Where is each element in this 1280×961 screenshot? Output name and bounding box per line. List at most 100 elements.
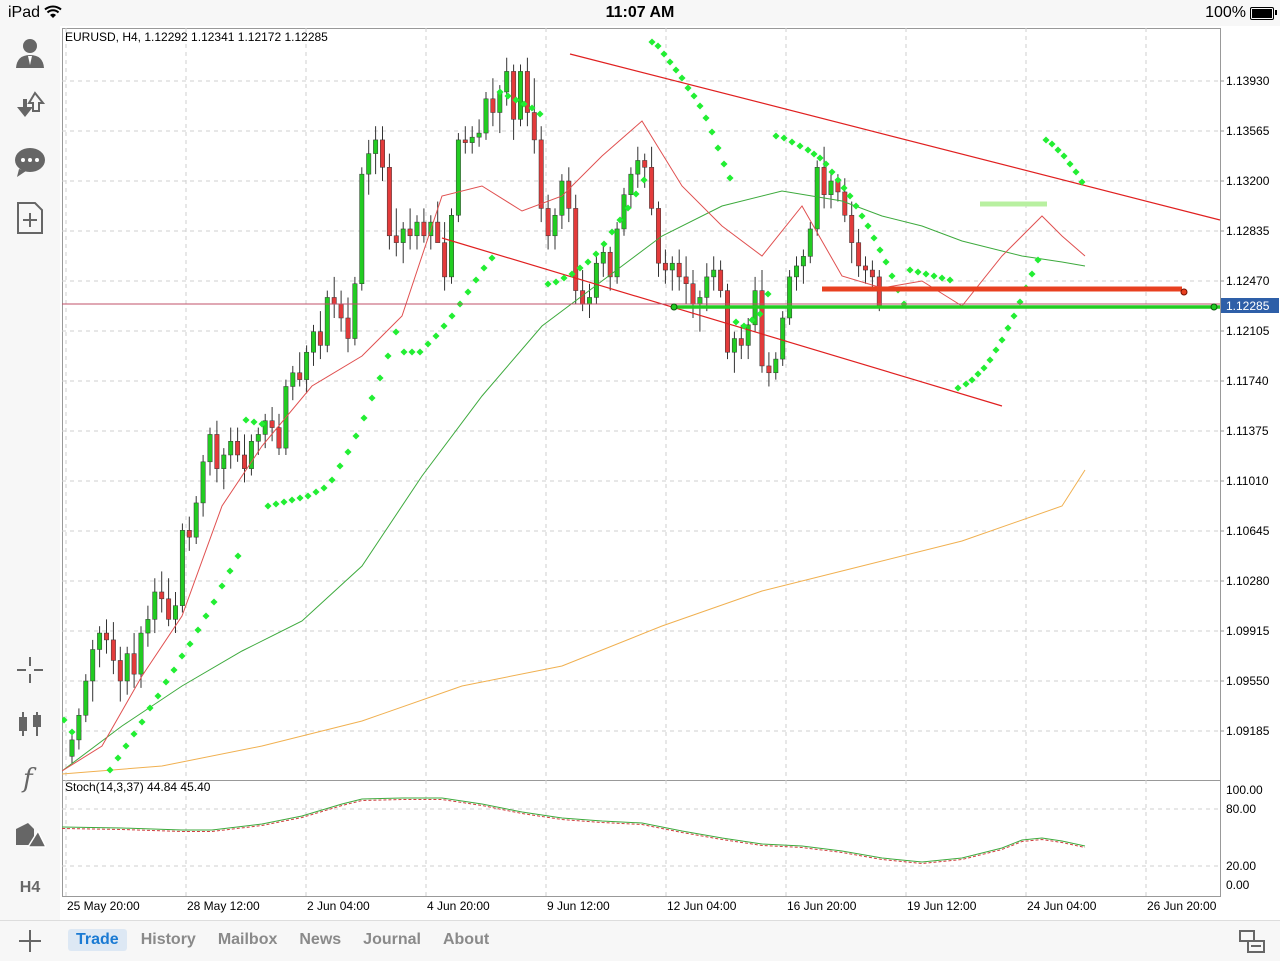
bear-candle xyxy=(656,208,661,264)
psar-dot xyxy=(122,742,130,750)
window-layout-icon[interactable] xyxy=(1238,927,1266,955)
price-label: 1.12470 xyxy=(1226,274,1270,288)
psar-dot xyxy=(336,462,344,470)
bear-candle xyxy=(131,653,137,675)
timeframe-button[interactable]: H4 xyxy=(10,868,50,908)
ma-orange-line xyxy=(62,469,1086,775)
bear-candle xyxy=(821,167,827,195)
battery-percent: 100% xyxy=(1205,4,1246,21)
price-chart[interactable]: 1.13930 1.13565 1.13200 1.12835 1.12470 1.121… xyxy=(62,26,1280,920)
psar-dot xyxy=(368,394,376,402)
psar-dot xyxy=(840,184,848,192)
bull-candle xyxy=(449,214,454,278)
tab-trade[interactable]: Trade xyxy=(68,929,127,951)
psar-dot xyxy=(882,258,890,266)
chart-canvas[interactable]: 1.13930 1.13565 1.13200 1.12835 1.12470 1.121… xyxy=(62,26,1280,920)
buy-sell-arrows-icon xyxy=(17,91,46,117)
indicators-button[interactable]: f xyxy=(10,758,50,798)
psar-dot xyxy=(816,154,824,162)
bear-candle xyxy=(331,297,337,305)
bear-candle xyxy=(338,304,344,319)
bull-candle xyxy=(228,441,234,456)
psar-dot xyxy=(756,310,764,318)
time-label: 9 Jun 12:00 xyxy=(547,899,610,913)
stochastic-info: Stoch(14,3,37) 44.84 45.40 xyxy=(65,780,211,794)
psar-dot xyxy=(114,754,122,762)
bull-candle xyxy=(635,160,641,175)
psar-dot xyxy=(992,346,1000,354)
psar-dot xyxy=(600,240,608,248)
add-button[interactable] xyxy=(14,925,46,957)
crosshair-button[interactable] xyxy=(10,650,50,690)
psar-dot xyxy=(544,280,552,288)
psar-dot xyxy=(568,270,576,278)
psar-dot xyxy=(834,176,842,184)
bear-candle xyxy=(421,221,427,237)
channel-lower-line xyxy=(441,237,1003,407)
psar-dot xyxy=(218,582,226,590)
new-order-button[interactable] xyxy=(10,198,50,238)
price-label: 1.12835 xyxy=(1226,224,1270,238)
trade-button[interactable] xyxy=(10,86,50,126)
psar-dot xyxy=(360,414,368,422)
objects-button[interactable] xyxy=(10,814,50,854)
bear-candle xyxy=(849,214,855,243)
support-line-handle-right xyxy=(1210,303,1218,311)
bull-candle xyxy=(262,420,268,435)
stoch-main-line xyxy=(62,797,1086,863)
bull-candle xyxy=(628,173,634,195)
psar-dot xyxy=(162,678,170,686)
bear-candle xyxy=(676,262,682,278)
psar-dot xyxy=(732,318,740,326)
psar-dot xyxy=(464,288,472,296)
psar-dot xyxy=(416,348,424,356)
bear-candle xyxy=(531,112,537,141)
psar-dot xyxy=(764,290,772,298)
price-label: 1.11740 xyxy=(1226,374,1269,388)
psar-dot xyxy=(312,488,320,496)
bear-candle xyxy=(511,71,517,120)
tab-mailbox[interactable]: Mailbox xyxy=(217,931,278,948)
psar-dot xyxy=(320,484,328,492)
bull-candle xyxy=(787,276,793,319)
bear-candle xyxy=(235,441,241,456)
psar-dot xyxy=(684,84,692,92)
bull-candle xyxy=(504,71,510,93)
tab-news[interactable]: News xyxy=(299,931,342,948)
psar-dot xyxy=(106,766,114,774)
psar-dot xyxy=(62,716,68,724)
bull-candle xyxy=(366,153,372,175)
bear-candle xyxy=(876,276,882,308)
psar-dot xyxy=(822,160,830,168)
bull-candle xyxy=(145,619,151,634)
psar-dot xyxy=(678,74,686,82)
tab-about[interactable]: About xyxy=(442,931,490,948)
psar-dot xyxy=(226,567,234,575)
tab-journal[interactable]: Journal xyxy=(363,931,421,948)
bear-candle xyxy=(869,269,875,278)
psar-dot xyxy=(876,246,884,254)
timeframe-label: H4 xyxy=(19,879,41,896)
stoch-signal-line xyxy=(62,799,1086,865)
psar-dot xyxy=(714,144,722,152)
psar-dot xyxy=(672,66,680,74)
time-label: 12 Jun 04:00 xyxy=(667,899,737,913)
chart-type-button[interactable] xyxy=(10,704,50,744)
account-button[interactable] xyxy=(10,32,50,72)
chat-button[interactable] xyxy=(10,142,50,182)
resistance-line-handle xyxy=(1180,288,1188,296)
stoch-level-label: 20.00 xyxy=(1226,859,1256,873)
psar-dot xyxy=(304,492,312,500)
symbol-info: EURUSD, H4, 1.12292 1.12341 1.12172 1.12… xyxy=(65,30,328,44)
bear-candle xyxy=(759,290,765,367)
channel-upper-line xyxy=(569,53,1221,221)
psar-dot xyxy=(432,332,440,340)
shapes-icon xyxy=(16,823,46,848)
tab-history[interactable]: History xyxy=(140,931,196,948)
bear-candle xyxy=(524,71,530,113)
status-bar: iPad 11:07 AM 100% xyxy=(0,0,1280,26)
ma-green-line xyxy=(62,190,1086,772)
bear-candle xyxy=(166,598,172,620)
psar-dot xyxy=(400,348,408,356)
psar-dot xyxy=(512,96,520,104)
